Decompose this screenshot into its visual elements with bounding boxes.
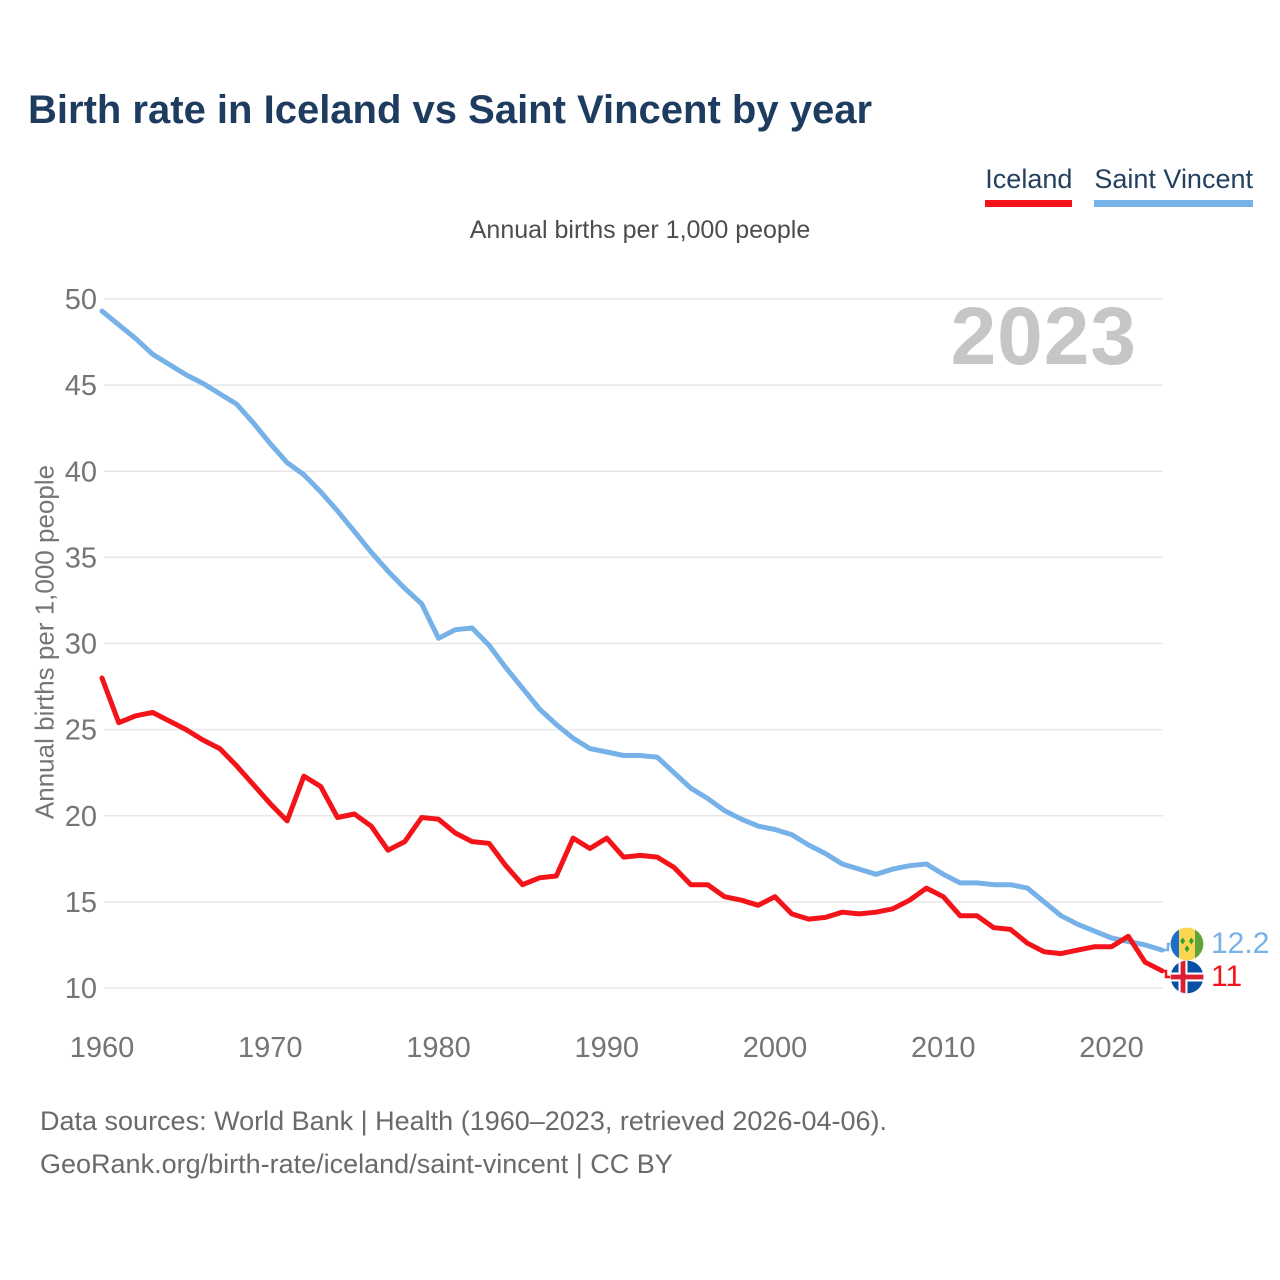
legend: Iceland Saint Vincent [985, 164, 1253, 207]
chart-subtitle: Annual births per 1,000 people [469, 216, 811, 244]
svg-text:30: 30 [65, 629, 97, 661]
legend-item-iceland[interactable]: Iceland [985, 164, 1073, 207]
footer-url-line: GeoRank.org/birth-rate/iceland/saint-vin… [40, 1149, 673, 1179]
svg-text:1970: 1970 [238, 1032, 303, 1064]
svg-text:2000: 2000 [743, 1032, 808, 1064]
legend-label-iceland: Iceland [985, 164, 1073, 194]
iceland-end-value: 11 [1211, 960, 1243, 993]
footer: Data sources: World Bank | Health (1960–… [40, 1100, 887, 1186]
legend-item-saint-vincent[interactable]: Saint Vincent [1094, 164, 1253, 207]
legend-color-bar-saint-vincent [1094, 200, 1253, 207]
legend-label-saint-vincent: Saint Vincent [1094, 164, 1253, 194]
svg-text:35: 35 [65, 542, 97, 574]
page-title: Birth rate in Iceland vs Saint Vincent b… [28, 88, 873, 132]
legend-color-bar-iceland [985, 200, 1073, 207]
footer-sources-line: Data sources: World Bank | Health (1960–… [40, 1106, 887, 1136]
svg-text:45: 45 [65, 370, 97, 402]
svg-text:25: 25 [65, 715, 97, 747]
svg-text:2010: 2010 [911, 1032, 976, 1064]
saint-vincent-end-value: 12.2 [1211, 927, 1270, 960]
svg-text:1990: 1990 [574, 1032, 639, 1064]
svg-text:40: 40 [65, 456, 97, 488]
saint-vincent-end-marker: 12.2 [1170, 927, 1269, 961]
iceland-end-marker: 11 [1170, 960, 1242, 994]
iceland-flag-icon [1170, 960, 1204, 994]
svg-text:2020: 2020 [1079, 1032, 1144, 1064]
svg-text:10: 10 [65, 973, 97, 1005]
svg-text:50: 50 [65, 284, 97, 316]
svg-text:15: 15 [65, 887, 97, 919]
svg-text:1960: 1960 [70, 1032, 135, 1064]
svg-text:1980: 1980 [406, 1032, 471, 1064]
year-watermark: 2023 [950, 291, 1137, 382]
saint-vincent-flag-icon [1170, 927, 1204, 961]
svg-text:20: 20 [65, 801, 97, 833]
